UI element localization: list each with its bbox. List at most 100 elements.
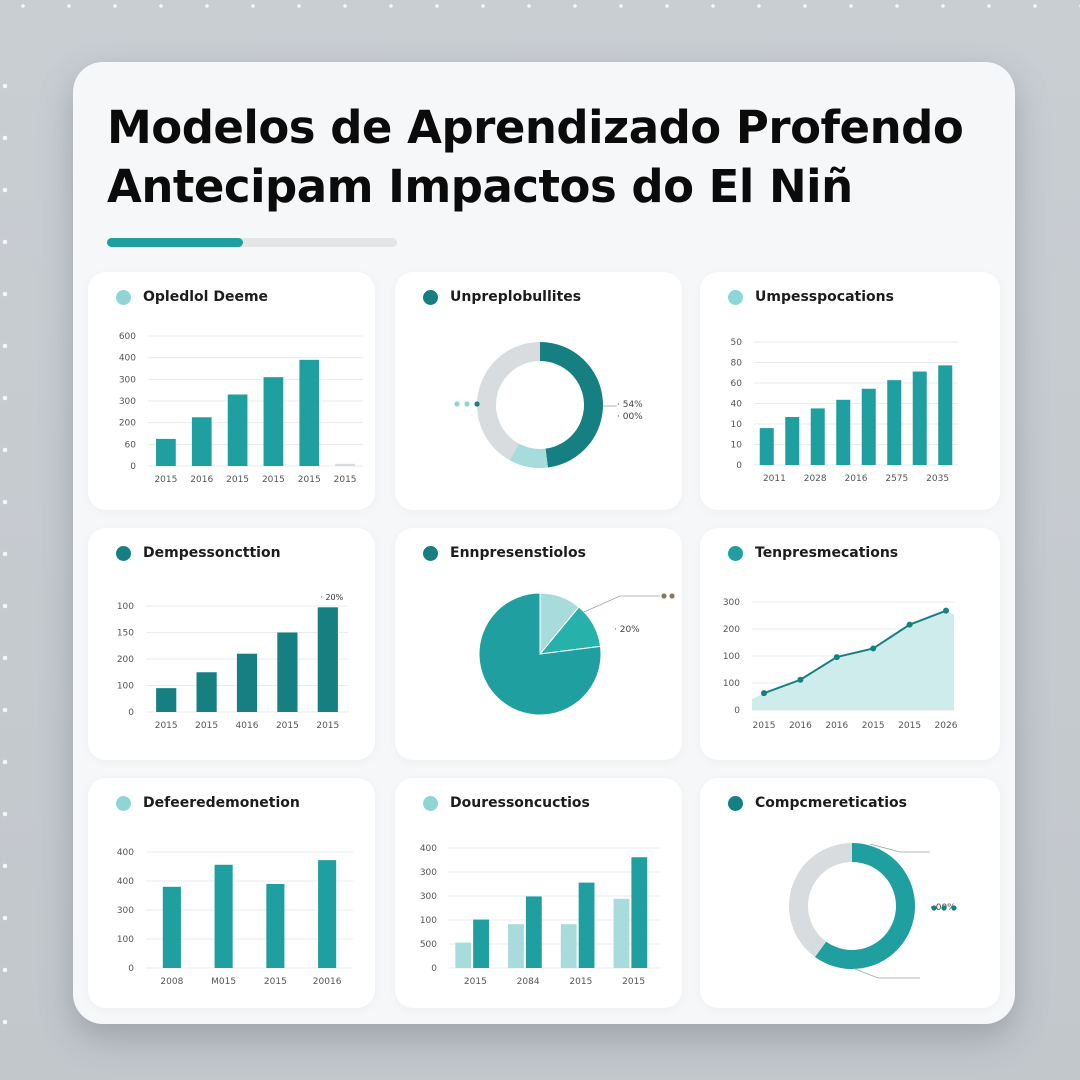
label-marker bbox=[931, 905, 937, 911]
label-marker bbox=[444, 401, 450, 407]
panel-title: Ennpresenstiolos bbox=[450, 545, 586, 561]
leader-line bbox=[869, 843, 930, 853]
bar bbox=[508, 924, 524, 968]
bar bbox=[912, 371, 927, 465]
x-tick-label: 2084 bbox=[517, 977, 540, 987]
chart-svg: · 20% bbox=[478, 592, 675, 716]
x-tick-label: 2015 bbox=[262, 475, 285, 485]
y-tick-label: 600 bbox=[119, 332, 136, 342]
chart-panel-9: Compcmereticatios · 00%· 0% bbox=[700, 778, 1000, 1008]
y-tick-label: 150 bbox=[117, 629, 134, 639]
light-dot-icon bbox=[728, 289, 743, 305]
x-tick-label: 2026 bbox=[935, 721, 958, 731]
bar bbox=[335, 463, 355, 466]
x-tick-label: 2015 bbox=[226, 475, 249, 485]
y-tick-label: 0 bbox=[734, 706, 740, 716]
pie-slice bbox=[478, 592, 602, 716]
y-tick-label: 100 bbox=[723, 652, 740, 662]
y-tick-label: 100 bbox=[723, 679, 740, 689]
x-tick-label: 2016 bbox=[789, 721, 812, 731]
dark-dot-icon bbox=[423, 545, 438, 561]
data-label: · 20% bbox=[614, 625, 640, 635]
progress-bar bbox=[107, 238, 397, 247]
bar bbox=[785, 417, 800, 465]
x-tick-label: 2015 bbox=[316, 721, 339, 731]
y-tick-label: 80 bbox=[731, 359, 743, 369]
bar bbox=[887, 380, 902, 465]
bar bbox=[277, 632, 298, 712]
page-title: Modelos de Aprendizado Profendo Antecipa… bbox=[107, 98, 987, 216]
bar bbox=[525, 896, 542, 968]
chart-panel-7: Defeeredemonetion 0 100 300 400 400 2008 M015 2… bbox=[88, 778, 375, 1008]
x-tick-label: 2035 bbox=[926, 474, 949, 484]
donut-slice bbox=[477, 342, 540, 461]
chart-svg: 0 100 200 150 100 2015 2015 4016 2015 2015 · 20% bbox=[117, 593, 348, 731]
bar bbox=[455, 942, 472, 968]
chart-svg: · 00%· 0% bbox=[789, 843, 957, 979]
label-marker bbox=[454, 401, 460, 407]
data-point bbox=[943, 607, 949, 614]
panel-title: Tenpresmecations bbox=[755, 545, 899, 561]
chart-svg: 0 60 200 300 300 400 600 2015 2016 2015 2015 2015 20… bbox=[119, 332, 363, 485]
bar bbox=[473, 919, 489, 968]
chart-svg: 0 100 100 200 300 2015 2016 2016 2015 2015 2026 bbox=[723, 598, 958, 731]
panel-title: Dempessoncttion bbox=[143, 545, 281, 561]
data-label: · 54% bbox=[617, 400, 643, 410]
bar bbox=[299, 359, 320, 466]
bar bbox=[317, 607, 338, 712]
y-tick-label: 40 bbox=[731, 400, 743, 410]
data-point bbox=[761, 690, 767, 697]
x-tick-label: 2015 bbox=[334, 475, 357, 485]
x-tick-label: 2015 bbox=[898, 721, 921, 731]
chart-svg: 0 500 100 300 300 400 2015 2084 2015 2015 bbox=[420, 844, 660, 987]
bar bbox=[214, 864, 233, 968]
panel-title: Douressoncuctios bbox=[450, 795, 590, 811]
x-tick-label: 2011 bbox=[763, 474, 786, 484]
light-dot-icon bbox=[116, 289, 131, 305]
label-marker bbox=[941, 905, 947, 911]
progress-fill bbox=[107, 238, 244, 247]
donut-slice bbox=[789, 843, 852, 957]
data-point bbox=[906, 621, 913, 628]
y-tick-label: 100 bbox=[117, 935, 134, 945]
bar bbox=[196, 672, 217, 712]
series-line bbox=[763, 609, 947, 695]
x-tick-label: 2015 bbox=[862, 721, 885, 731]
label-marker bbox=[474, 401, 480, 407]
y-tick-label: 200 bbox=[119, 419, 136, 429]
dark-dot-icon bbox=[728, 795, 743, 811]
chart-panel-2: Unpreplobullites · 54%· 00%· 0% bbox=[395, 272, 682, 510]
title-line-2: Antecipam Impactos do El Niñ bbox=[107, 160, 853, 213]
chart-panel-8: Douressoncuctios 0 500 100 300 300 400 2015 208… bbox=[395, 778, 682, 1008]
x-tick-label: 2575 bbox=[885, 474, 908, 484]
bar bbox=[938, 365, 953, 465]
y-tick-label: 200 bbox=[117, 655, 134, 665]
y-tick-label: 100 bbox=[117, 682, 134, 692]
bar bbox=[631, 857, 648, 968]
x-tick-label: 2016 bbox=[845, 474, 868, 484]
y-tick-label: 10 bbox=[731, 420, 743, 430]
bar bbox=[266, 884, 285, 968]
teal-dot-icon bbox=[728, 545, 743, 561]
panel-title: Compcmereticatios bbox=[755, 795, 907, 811]
x-tick-label: 2028 bbox=[804, 474, 827, 484]
x-tick-label: 2016 bbox=[825, 721, 848, 731]
x-tick-label: 2015 bbox=[298, 475, 321, 485]
y-tick-label: 300 bbox=[117, 906, 134, 916]
data-point bbox=[870, 645, 877, 652]
x-tick-label: M015 bbox=[211, 977, 236, 987]
data-label: · 20% bbox=[320, 593, 343, 602]
data-label: · 00% bbox=[617, 412, 643, 422]
bar bbox=[810, 408, 825, 465]
x-tick-label: 2008 bbox=[160, 977, 183, 987]
y-tick-label: 300 bbox=[420, 868, 437, 878]
panel-title: Defeeredemonetion bbox=[143, 795, 300, 811]
y-tick-label: 0 bbox=[130, 462, 136, 472]
x-tick-label: 2015 bbox=[622, 977, 645, 987]
data-point bbox=[797, 676, 804, 683]
dark-dot-icon bbox=[423, 289, 438, 305]
y-tick-label: 300 bbox=[420, 892, 437, 902]
x-tick-label: 2015 bbox=[264, 977, 287, 987]
leader-line bbox=[854, 968, 920, 979]
y-tick-label: 60 bbox=[125, 440, 137, 450]
